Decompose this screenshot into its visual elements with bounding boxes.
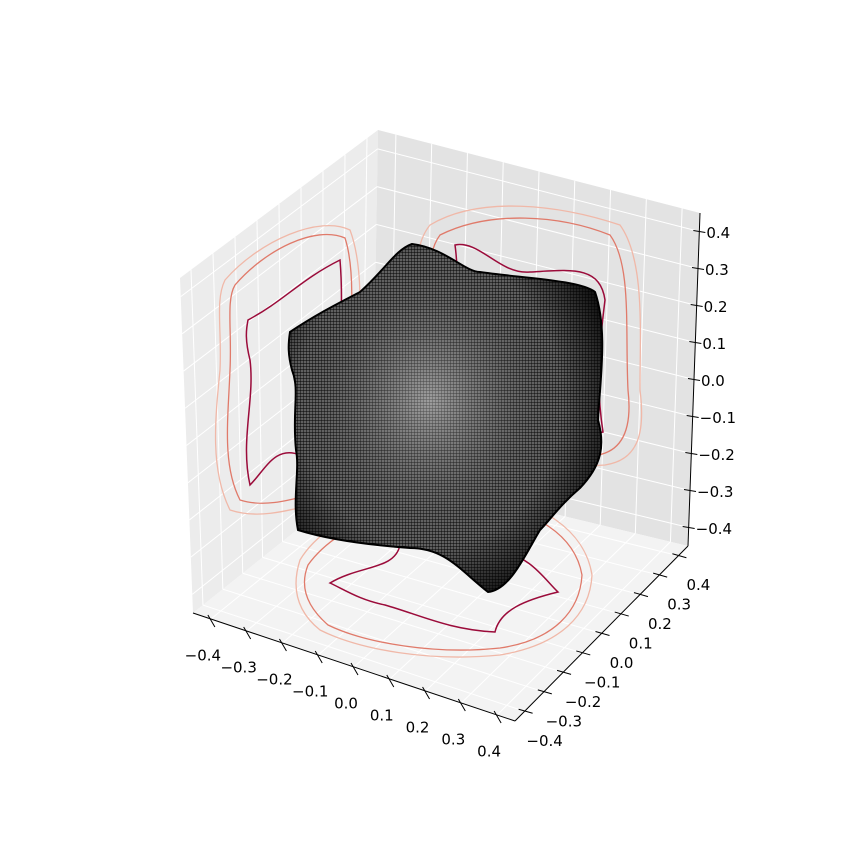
y-tick-label: −0.3 <box>546 712 582 730</box>
z-tick-label: 0.2 <box>704 298 728 316</box>
surface <box>287 242 604 594</box>
tick-mark <box>690 304 703 307</box>
tick-mark <box>687 378 701 381</box>
tick-mark <box>633 592 649 598</box>
x-tick-label: 0.0 <box>334 695 358 713</box>
tick-mark <box>518 708 533 714</box>
tick-mark <box>457 698 466 712</box>
grid-line <box>377 148 700 232</box>
tick-mark <box>207 614 216 628</box>
y-tick-label: 0.1 <box>629 635 653 653</box>
x-tick-label: 0.2 <box>406 719 430 737</box>
tick-mark <box>350 662 359 676</box>
tick-mark <box>386 674 395 688</box>
tick-mark <box>685 452 698 455</box>
tick-mark <box>243 626 252 640</box>
tick-mark <box>686 415 699 418</box>
tick-mark <box>556 669 572 675</box>
grid-line <box>282 541 602 634</box>
x-tick-label: 0.1 <box>370 707 394 725</box>
y-tick-label: −0.1 <box>584 673 620 691</box>
z-tick-label: −0.3 <box>697 483 733 501</box>
tick-mark <box>422 686 430 700</box>
z-tick-label: −0.4 <box>696 520 732 538</box>
grid-line <box>183 224 377 372</box>
x-tick-label: −0.3 <box>220 659 256 677</box>
axis-line <box>192 612 516 722</box>
y-tick-label: 0.0 <box>610 654 634 672</box>
tick-mark <box>279 638 287 652</box>
tick-mark <box>314 650 323 664</box>
tick-mark <box>691 267 705 270</box>
grid-line <box>262 556 583 654</box>
z-tick-label: 0.4 <box>706 224 730 242</box>
y-tick-label: −0.4 <box>526 732 562 750</box>
grid-line <box>202 604 525 712</box>
grid-line <box>184 261 376 409</box>
y-tick-label: 0.2 <box>648 615 672 633</box>
x-tick-label: −0.1 <box>292 683 328 701</box>
x-tick-label: −0.2 <box>256 671 292 689</box>
z-tick-label: 0.1 <box>702 335 726 353</box>
tick-mark <box>689 341 702 344</box>
tick-mark <box>614 611 629 617</box>
tick-mark <box>682 526 695 529</box>
grid-line <box>180 148 378 298</box>
axes: −0.4−0.3−0.2−0.10.00.10.20.30.4−0.4−0.3−… <box>185 212 736 761</box>
tick-mark <box>653 572 668 578</box>
grid-line <box>376 186 699 269</box>
y-tick-label: 0.4 <box>686 576 710 594</box>
tick-mark <box>595 631 610 636</box>
z-tick-label: 0.3 <box>705 261 729 279</box>
tick-mark <box>576 650 591 656</box>
grid-line <box>181 186 378 335</box>
tick-mark <box>537 689 552 695</box>
tick-mark <box>693 230 706 233</box>
z-tick-label: −0.1 <box>700 409 736 427</box>
x-tick-label: 0.4 <box>477 743 501 761</box>
x-tick-label: 0.3 <box>441 731 465 749</box>
surface-shade <box>287 242 604 594</box>
z-tick-label: −0.2 <box>698 446 734 464</box>
z-tick-label: 0.0 <box>701 372 725 390</box>
tick-mark <box>672 553 687 559</box>
tick-mark <box>493 710 502 724</box>
x-tick-label: −0.4 <box>185 647 221 665</box>
y-tick-label: 0.3 <box>667 596 691 614</box>
grid-line <box>222 588 544 693</box>
grid-line <box>376 223 697 306</box>
tick-mark <box>683 489 697 492</box>
y-tick-label: −0.2 <box>565 693 601 711</box>
